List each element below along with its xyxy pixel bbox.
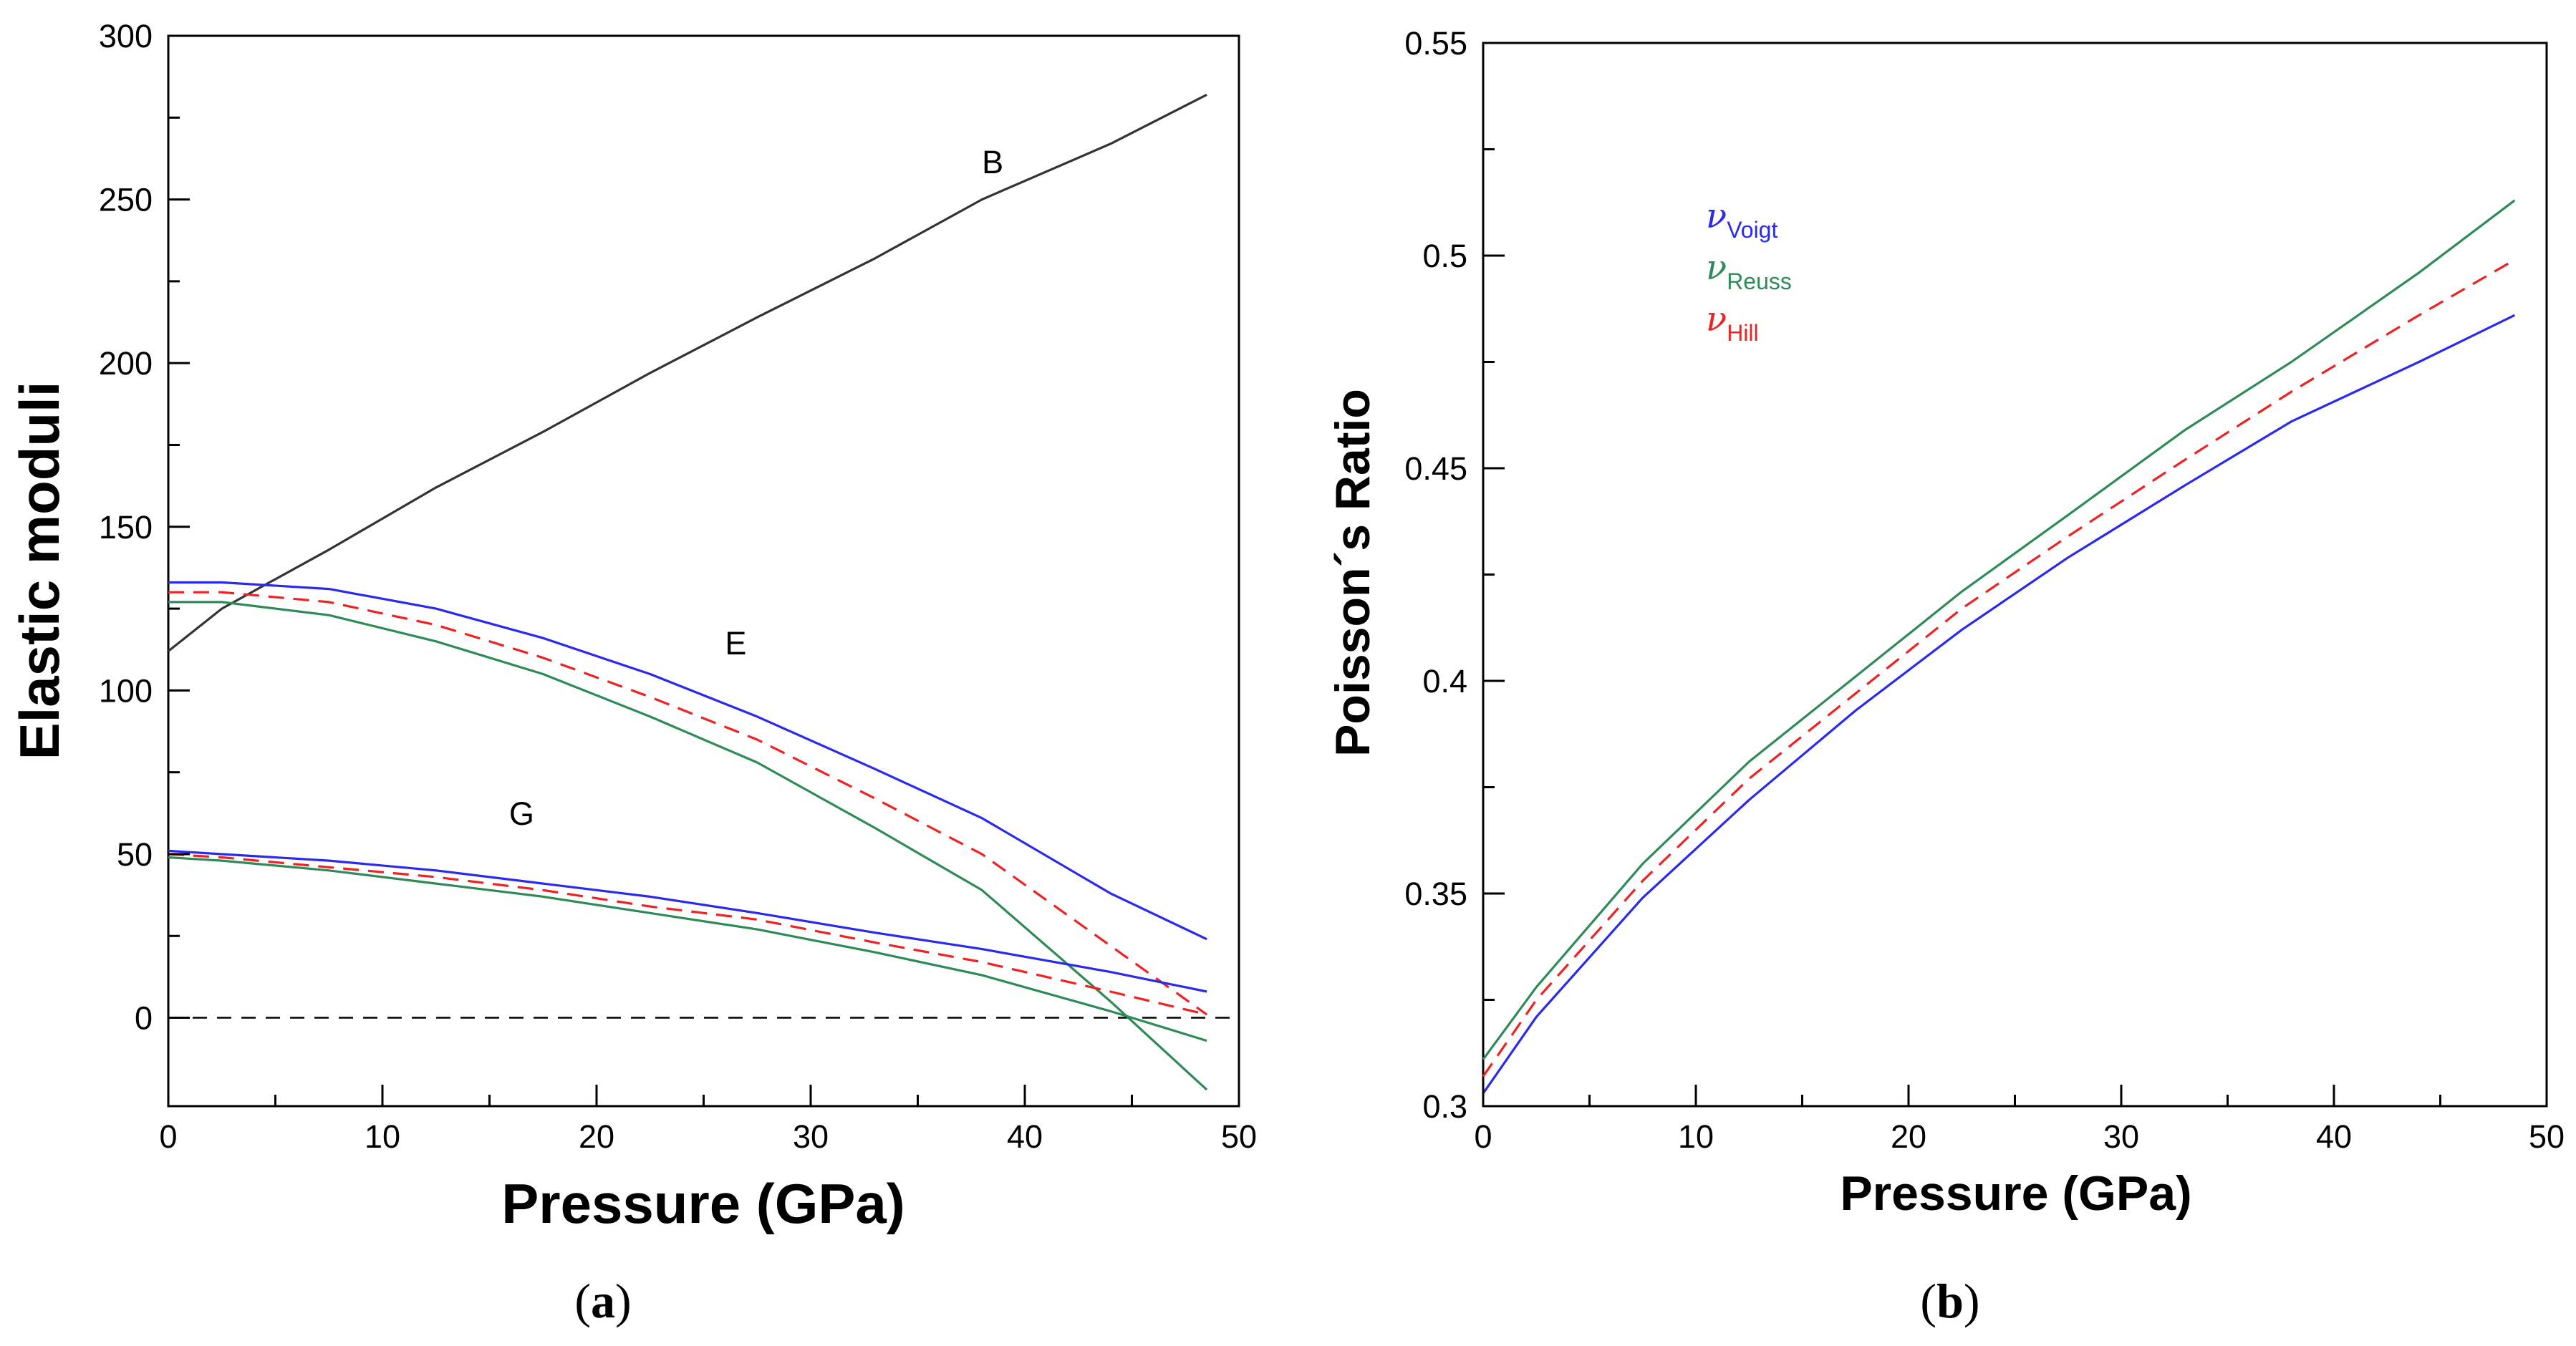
y-axis-title-a: Elastic moduli [8,382,71,760]
curve-label-b: B [982,144,1003,180]
series-group-a [168,93,1208,1091]
series-line-b [168,93,1207,652]
y-tick-label: 200 [99,345,153,382]
panel-caption-b: (b) [1920,1274,1979,1328]
y-tick-label: 0.3 [1422,1088,1467,1125]
legend-symbol: ν [1706,248,1727,288]
y-tick-label: 50 [117,836,153,873]
y-tick-label: 100 [99,672,153,709]
tick-group-b: 0 10 20 30 40 50 0.3 0.35 0.4 0.45 0.5 0.55 [1404,25,2565,1155]
legend-entry-hill: νHill [1706,299,1759,346]
x-tick-label: 30 [2103,1118,2139,1155]
curve-label-g: G [509,795,534,832]
x-tick-label: 30 [793,1118,829,1155]
series-group-b [1482,199,2516,1095]
caption-letter-a: a [591,1274,615,1328]
series-line-e-hill [168,591,1208,1016]
series-line-g-hill [168,853,1207,1016]
x-axis-title-b: Pressure (GPa) [1840,1166,2191,1221]
legend-entry-reuss: νReuss [1706,248,1792,294]
series-line-hill [1482,258,2516,1078]
plot-frame-b [1482,42,2548,1108]
legend-entry-voigt: νVoigt [1706,196,1777,243]
curve-annotations-a: B E G [509,144,1003,832]
x-tick-label: 40 [2316,1118,2352,1155]
legend-subscript: Reuss [1727,268,1792,294]
series-line-voigt [1482,314,2516,1095]
chart-panel-a: 0 10 20 30 40 50 0 50 100 150 200 250 300 B E G Pressu… [8,18,1257,1328]
y-tick-label: 0.35 [1404,876,1467,912]
legend-subscript: Voigt [1727,217,1777,243]
x-tick-label: 0 [1474,1118,1492,1155]
caption-letter-b: b [1936,1274,1964,1328]
legend-symbol: ν [1706,299,1727,339]
x-tick-label: 20 [579,1118,614,1155]
panel-caption-a: (a) [574,1274,631,1328]
x-tick-label: 0 [159,1118,177,1155]
x-tick-label: 50 [2529,1118,2565,1155]
chart-panel-b: 0 10 20 30 40 500.30.350.40.450.50.55 νVoigtν… [1326,25,2565,1328]
x-tick-label: 10 [365,1118,400,1155]
x-tick-label: 20 [1891,1118,1926,1155]
y-tick-label: 150 [99,509,153,546]
y-tick-label: 250 [99,182,153,218]
legend-symbol: ν [1706,196,1727,236]
x-axis-title-a: Pressure (GPa) [501,1172,905,1235]
curve-label-e: E [725,625,746,662]
series-line-e-voigt [168,581,1207,941]
x-tick-label: 50 [1221,1118,1257,1155]
x-tick-label: 40 [1007,1118,1043,1155]
x-tick-label: 10 [1678,1118,1714,1155]
y-tick-label: 0.45 [1404,450,1467,487]
plot-frame-a [167,34,1240,1108]
y-tick-label: 0.5 [1422,238,1467,274]
y-axis-title-b: Poisson´s Ratio [1326,389,1380,757]
y-tick-label: 0.4 [1422,663,1467,699]
legend-subscript: Hill [1727,320,1758,346]
series-line-reuss [1482,199,2516,1060]
y-tick-label: 300 [99,18,153,54]
y-tick-label: 0 [135,1000,153,1037]
series-line-g-voigt [168,849,1207,993]
series-line-e-reuss [168,601,1208,1091]
series-line-g-reuss [168,856,1207,1042]
y-tick-label: 0.55 [1404,25,1467,62]
tick-group-a: 0 10 20 30 40 50 0 50 100 150 200 250 300 [99,18,1257,1155]
